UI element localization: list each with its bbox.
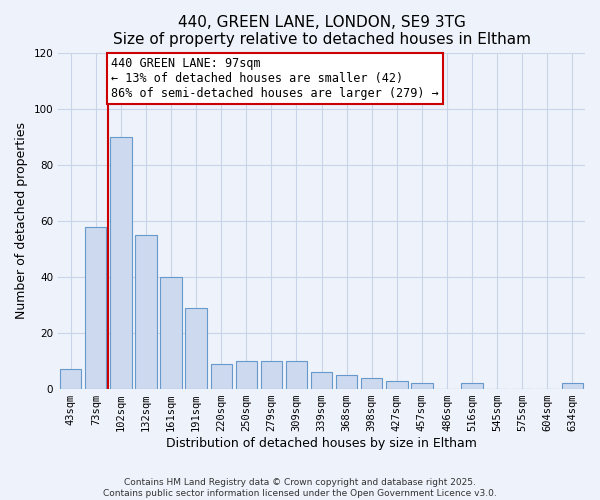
Bar [110,137,131,389]
X-axis label: Distribution of detached houses by size in Eltham: Distribution of detached houses by size … [166,437,477,450]
Title: 440, GREEN LANE, LONDON, SE9 3TG
Size of property relative to detached houses in: 440, GREEN LANE, LONDON, SE9 3TG Size of… [113,15,530,48]
Text: 440 GREEN LANE: 97sqm
← 13% of detached houses are smaller (42)
86% of semi-deta: 440 GREEN LANE: 97sqm ← 13% of detached … [112,57,439,100]
Bar [236,361,257,389]
Bar [311,372,332,389]
Bar [411,384,433,389]
Bar [160,277,182,389]
Bar [286,361,307,389]
Bar [185,308,207,389]
Bar [562,384,583,389]
Bar [361,378,382,389]
Bar [261,361,282,389]
Bar [60,370,82,389]
Bar [336,375,358,389]
Bar [211,364,232,389]
Text: Contains HM Land Registry data © Crown copyright and database right 2025.
Contai: Contains HM Land Registry data © Crown c… [103,478,497,498]
Y-axis label: Number of detached properties: Number of detached properties [15,122,28,320]
Bar [461,384,483,389]
Bar [136,235,157,389]
Bar [85,226,106,389]
Bar [386,380,407,389]
